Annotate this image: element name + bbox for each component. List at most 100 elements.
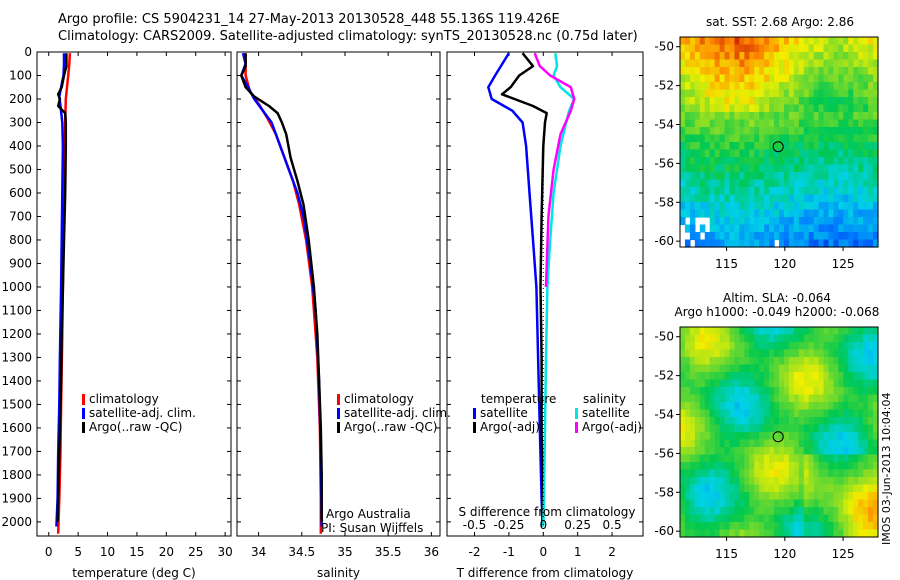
sst-map-cell bbox=[783, 194, 790, 203]
sst-map-cell bbox=[853, 104, 859, 113]
sla-map-cell bbox=[714, 439, 721, 448]
sla-map-cell bbox=[873, 499, 879, 508]
sla-map-cell bbox=[843, 394, 849, 403]
sla-map-cell bbox=[744, 484, 750, 493]
sla-map-cell bbox=[868, 364, 874, 373]
salinity-xtick-label: 36 bbox=[424, 545, 439, 559]
sla-map-cell bbox=[779, 417, 785, 426]
sst-map-cell bbox=[709, 187, 716, 196]
sla-map-cell bbox=[828, 394, 835, 403]
sst-map-cell bbox=[833, 37, 839, 46]
sla-map-cell bbox=[724, 387, 731, 396]
salinity-legend-swatch bbox=[337, 408, 340, 419]
sst-map-cell bbox=[704, 157, 711, 166]
sst-map-cell bbox=[863, 82, 869, 91]
sla-map-cell bbox=[803, 477, 810, 486]
sla-map-cell bbox=[798, 507, 805, 516]
sla-map-cell bbox=[694, 439, 701, 448]
sst-map-cell bbox=[873, 202, 879, 211]
sla-map-cell bbox=[729, 334, 736, 343]
sla-map-cell bbox=[754, 349, 760, 358]
sla-map-cell bbox=[724, 402, 731, 411]
sla-map-cell bbox=[734, 492, 740, 501]
sla-map-cell bbox=[838, 417, 844, 426]
sst-map-cell bbox=[813, 44, 820, 53]
sst-map-cell bbox=[764, 149, 770, 158]
sst-map-cell bbox=[779, 74, 785, 83]
sla-map-cell bbox=[769, 529, 775, 538]
sla-map-cell bbox=[684, 484, 691, 493]
difference-series-line bbox=[487, 52, 544, 527]
sst-map-cell bbox=[764, 112, 770, 121]
sla-map-cell bbox=[798, 454, 805, 463]
sla-map-cell bbox=[793, 499, 800, 508]
sla-map-cell bbox=[873, 342, 879, 351]
sst-map-cell bbox=[689, 164, 696, 173]
sla-map-cell bbox=[783, 522, 790, 531]
sst-map-cell bbox=[734, 74, 740, 83]
sla-map-cell bbox=[734, 439, 740, 448]
sst-map-cell bbox=[779, 37, 785, 46]
sst-map-cell bbox=[853, 127, 859, 136]
sla-map-cell bbox=[739, 379, 745, 388]
sla-map-cell bbox=[853, 454, 859, 463]
temperature-diff-legend-swatch bbox=[473, 408, 476, 419]
sla-map-cell bbox=[774, 432, 780, 441]
sst-map-cell bbox=[739, 187, 745, 196]
sst-map-cell bbox=[734, 157, 740, 166]
sla-map-cell bbox=[858, 327, 864, 336]
sla-map-cell bbox=[729, 492, 736, 501]
sst-map-cell bbox=[838, 89, 844, 98]
sla-map-cell bbox=[843, 424, 849, 433]
sla-map-cell bbox=[684, 529, 691, 538]
sst-lat-tick-label: -52 bbox=[654, 79, 674, 93]
sla-map-cell bbox=[719, 492, 726, 501]
sla-map-cell bbox=[694, 387, 701, 396]
sst-map-cell bbox=[863, 59, 869, 68]
sst-map-cell bbox=[838, 164, 844, 173]
sla-map-cell bbox=[813, 327, 820, 336]
sla-map-cell bbox=[828, 357, 835, 366]
sla-map-cell bbox=[808, 447, 815, 456]
sla-map-cell bbox=[684, 357, 691, 366]
sst-map-cell bbox=[680, 67, 686, 76]
depth-tick-label: 1200 bbox=[1, 327, 32, 341]
sst-map-cell bbox=[783, 172, 790, 181]
sst-map-cell bbox=[843, 59, 849, 68]
sla-map-cell bbox=[783, 484, 790, 493]
sst-map-cell bbox=[818, 44, 825, 53]
sst-map-cell bbox=[833, 112, 839, 121]
sla-map-cell bbox=[823, 417, 830, 426]
sst-map-cell bbox=[838, 187, 844, 196]
sst-map-cell bbox=[838, 142, 844, 151]
sst-map-cell bbox=[793, 37, 800, 46]
sst-map-cell bbox=[754, 187, 760, 196]
difference-xaxis-label: T difference from climatology bbox=[456, 566, 634, 580]
sla-map-cell bbox=[769, 409, 775, 418]
sla-map-cell bbox=[724, 334, 731, 343]
sla-map-cell bbox=[774, 514, 780, 523]
sst-map-cell bbox=[803, 59, 810, 68]
sst-map-cell bbox=[709, 209, 716, 218]
sla-map-cell bbox=[863, 514, 869, 523]
sla-map-cell bbox=[818, 357, 825, 366]
sst-map-cell bbox=[798, 187, 805, 196]
sst-map-cell bbox=[754, 37, 760, 46]
sst-map-cell bbox=[788, 239, 795, 248]
sst-map-cell bbox=[704, 149, 711, 158]
sla-map-cell bbox=[714, 402, 721, 411]
sst-map-cell bbox=[724, 67, 731, 76]
sst-map-cell bbox=[680, 89, 686, 98]
sla-map-cell bbox=[759, 462, 765, 471]
sla-map-cell bbox=[798, 417, 805, 426]
sst-lat-tick-label: -58 bbox=[654, 195, 674, 209]
sst-map-cell bbox=[724, 179, 731, 188]
sla-map-cell bbox=[744, 439, 750, 448]
sst-map-cell bbox=[680, 164, 686, 173]
sst-map-cell bbox=[788, 134, 795, 143]
sla-map-cell bbox=[744, 402, 750, 411]
sla-map-cell bbox=[818, 379, 825, 388]
sla-map-cell bbox=[709, 469, 716, 478]
sst-map-cell bbox=[774, 89, 780, 98]
sst-map-cell bbox=[838, 104, 844, 113]
